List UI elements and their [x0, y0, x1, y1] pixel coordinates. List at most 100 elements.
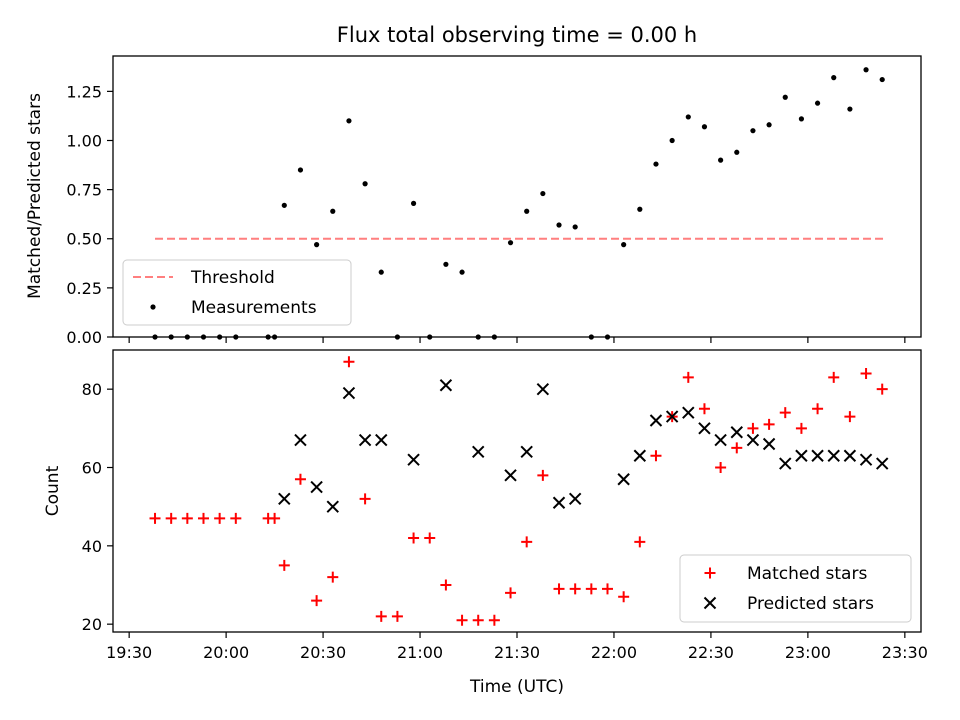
- predicted-star-point: [278, 492, 291, 506]
- measurement-point: [330, 208, 336, 214]
- matched-star-point: [698, 403, 710, 415]
- matched-star-point: [844, 411, 856, 423]
- bottom-y-tick-label: 60: [82, 459, 102, 478]
- bottom-legend: Matched stars Predicted stars: [679, 554, 912, 623]
- matched-star-point: [269, 512, 281, 524]
- measurement-point: [556, 222, 562, 228]
- top-y-tick-label: 0.00: [66, 328, 102, 347]
- predicted-star-point: [682, 406, 695, 419]
- predicted-star-point: [439, 379, 453, 392]
- predicted-star-point: [552, 496, 566, 509]
- predicted-star-point: [536, 382, 550, 396]
- matched-star-point: [860, 368, 872, 379]
- matched-star-point: [294, 473, 306, 485]
- predicted-star-point: [730, 426, 743, 439]
- measurement-point: [410, 200, 417, 206]
- matched-star-point: [488, 614, 500, 626]
- measurement-point: [814, 100, 821, 106]
- matched-star-point: [537, 469, 549, 481]
- predicted-star-point: [568, 492, 582, 506]
- predicted-star-point: [294, 433, 307, 447]
- legend-threshold-label: Threshold: [190, 268, 275, 288]
- top-legend-box: [122, 259, 352, 326]
- matched-star-point: [505, 587, 517, 599]
- measurement-point: [879, 76, 885, 83]
- bottom-y-tick-label: 80: [82, 380, 102, 399]
- x-tick-label: 20:00: [203, 643, 249, 662]
- measurement-point: [572, 224, 578, 230]
- matched-star-point: [763, 418, 775, 430]
- x-tick-label: 20:30: [300, 643, 346, 662]
- matched-star-point: [375, 610, 387, 622]
- matched-star-point: [876, 383, 888, 395]
- predicted-star-point: [698, 422, 711, 435]
- predicted-star-point: [827, 449, 840, 462]
- matched-star-point: [197, 512, 209, 524]
- matched-star-point: [569, 583, 581, 595]
- top-y-tick-label: 0.25: [66, 279, 102, 298]
- bottom-y-tick-label: 20: [82, 615, 102, 634]
- matched-star-point: [618, 591, 630, 603]
- measurement-point: [766, 122, 772, 128]
- measurement-point: [297, 167, 304, 173]
- matched-star-point: [795, 422, 807, 434]
- matched-star-point: [747, 422, 759, 434]
- bottom-y-tick-label: 40: [82, 537, 102, 556]
- measurement-point: [653, 161, 659, 167]
- matched-star-point: [214, 512, 226, 524]
- measurement-point: [314, 242, 320, 248]
- top-y-tick-label: 0.75: [66, 181, 102, 200]
- measurement-point: [734, 149, 740, 155]
- top-y-tick-label: 0.50: [66, 230, 102, 249]
- panel-ratio: 0.00 0.25 0.50 0.75 1.00 1.25 Matched/Predict…: [25, 55, 922, 347]
- measurement-point: [362, 181, 368, 187]
- top-y-tick-label: 1.25: [66, 82, 102, 101]
- predicted-star-point: [649, 414, 663, 427]
- x-tick-label: 22:30: [688, 643, 734, 662]
- top-y-axis-label: Matched/Predicted stars: [25, 93, 45, 299]
- matched-star-point: [682, 371, 694, 383]
- measurement-point: [750, 128, 756, 134]
- predicted-star-point: [472, 445, 485, 459]
- matched-star-point: [230, 512, 242, 524]
- matched-star-point: [408, 532, 420, 544]
- matched-star-point: [472, 614, 484, 626]
- predicted-star-point: [843, 449, 857, 462]
- legend-measurements-swatch: [150, 304, 156, 310]
- matched-star-point: [828, 371, 840, 383]
- predicted-star-point: [358, 433, 372, 447]
- matched-star-point: [440, 579, 452, 591]
- matched-star-point: [424, 532, 436, 544]
- matched-star-point: [650, 450, 662, 462]
- x-tick-label: 21:30: [494, 643, 540, 662]
- measurement-point: [621, 242, 627, 248]
- measurement-point: [847, 106, 853, 112]
- measurement-point: [281, 202, 287, 208]
- panel-counts: 19:30 20:00 20:30 21:00 21:30 22:00 22:30 23:00…: [43, 349, 928, 697]
- predicted-star-point: [859, 453, 873, 466]
- predicted-star-point: [342, 386, 356, 400]
- predicted-star-point: [520, 445, 533, 459]
- matched-star-point: [327, 571, 339, 583]
- measurement-point: [831, 75, 837, 81]
- legend-predicted-swatch: [703, 596, 717, 610]
- measurement-point: [718, 157, 724, 163]
- measurement-point: [378, 269, 384, 275]
- matched-star-point: [585, 583, 597, 595]
- top-y-tick-label: 1.00: [66, 131, 102, 150]
- predicted-star-point: [811, 449, 824, 462]
- predicted-star-point: [876, 457, 889, 470]
- predicted-star-point: [375, 433, 388, 447]
- measurement-point: [798, 116, 805, 122]
- matched-star-point: [731, 442, 743, 454]
- x-axis-label: Time (UTC): [469, 677, 564, 697]
- measurement-point: [637, 206, 643, 212]
- predicted-star-point: [746, 433, 760, 447]
- measurement-point: [507, 240, 514, 246]
- matched-star-point: [165, 512, 177, 524]
- matched-star-point: [311, 595, 323, 607]
- matched-star-point: [456, 614, 468, 626]
- measurement-point: [459, 269, 465, 275]
- measurement-point: [540, 190, 546, 197]
